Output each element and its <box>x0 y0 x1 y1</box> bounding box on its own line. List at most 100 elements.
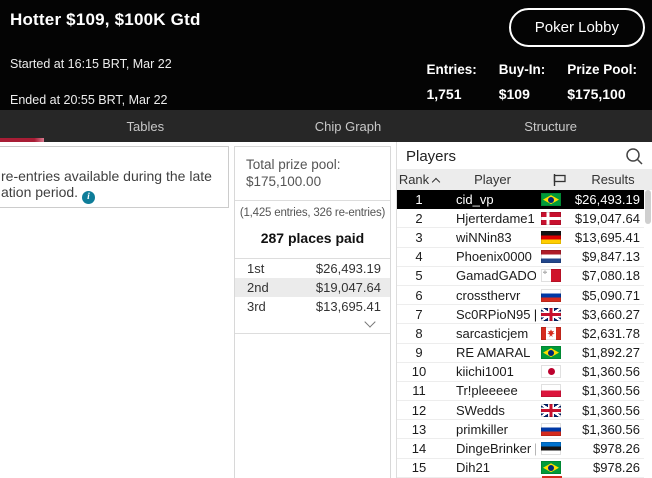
player-rank: 4 <box>415 249 423 265</box>
player-name: wiNNin83 <box>456 229 512 245</box>
players-table-header: Rank Player Results <box>397 169 652 190</box>
payout-amount: $13,695.41 <box>315 299 381 314</box>
tab-tables[interactable]: Tables <box>126 118 165 134</box>
column-header-results[interactable]: Results <box>574 172 652 187</box>
column-header-player[interactable]: Player <box>441 172 544 187</box>
tab-chip-graph[interactable]: Chip Graph <box>314 118 382 134</box>
country-flag-icon <box>541 422 561 436</box>
country-flag-icon <box>541 384 561 398</box>
player-rank: 9 <box>415 345 423 361</box>
player-rank: 2 <box>415 210 423 226</box>
player-result: $13,695.41 <box>574 229 640 245</box>
player-name: Dih21 <box>456 460 490 476</box>
player-rank: 7 <box>415 306 423 322</box>
player-name: RE AMARAL <box>456 345 531 361</box>
tab-bar: Tables Chip Graph Structure <box>0 110 652 142</box>
players-panel: Players Rank Player <box>396 142 652 478</box>
expand-payouts-button[interactable] <box>235 316 390 334</box>
player-row-2[interactable]: 2 Hjerterdame1 $19,047.64 <box>397 209 644 229</box>
player-rank: 1 <box>415 192 423 208</box>
prize-pool-panel: Total prize pool: $175,100.00 (1,425 ent… <box>234 146 391 478</box>
player-name: primkiller <box>456 421 508 437</box>
flag-icon <box>553 173 566 186</box>
payout-row-3: 3rd $13,695.41 <box>235 297 390 316</box>
search-icon <box>626 148 643 165</box>
player-row-9[interactable]: 9 RE AMARAL $1,892.27 <box>397 344 644 363</box>
column-header-rank[interactable]: Rank <box>397 172 441 187</box>
player-row-1[interactable]: 1 cid_vp $26,493.19 <box>397 190 644 210</box>
stat-entries: Entries: 1,751 <box>426 62 476 102</box>
ended-time: Ended at 20:55 BRT, Mar 22 <box>10 93 168 107</box>
player-result: $1,360.56 <box>582 421 640 437</box>
player-name: Sc0RPioN95 [2] <box>456 306 536 322</box>
player-row-15[interactable]: 15 Dih21 $978.26 <box>397 459 644 478</box>
player-result: $1,360.56 <box>582 364 640 380</box>
payout-row-1: 1st $26,493.19 <box>235 259 390 278</box>
country-flag-icon <box>541 250 561 264</box>
player-row-6[interactable]: 6 crossthervr $5,090.71 <box>397 286 644 306</box>
player-name: GamadGADOL <box>456 268 536 284</box>
player-row-11[interactable]: 11 Tr!pleeeee $1,360.56 <box>397 382 644 402</box>
info-card-line1: re-entries available during the late <box>1 168 212 184</box>
player-result: $19,047.64 <box>574 210 640 226</box>
rank-header-label: Rank <box>398 172 430 187</box>
tab-structure[interactable]: Structure <box>524 118 578 134</box>
player-result: $978.26 <box>593 441 640 457</box>
country-flag-icon <box>541 211 561 225</box>
total-prize-pool: Total prize pool: $175,100.00 <box>235 147 390 201</box>
stat-prizepool-value: $175,100 <box>567 86 626 102</box>
player-row-13[interactable]: 13 primkiller $1,360.56 <box>397 420 644 440</box>
player-row-14[interactable]: 14 DingeBrinker [2] $978.26 <box>397 439 644 459</box>
places-paid: 287 places paid <box>260 230 365 246</box>
player-row-5[interactable]: 5 GamadGADOL $7,080.18 <box>397 267 644 286</box>
player-name: cid_vp <box>456 192 494 208</box>
player-row-3[interactable]: 3 wiNNin83 $13,695.41 <box>397 228 644 248</box>
payout-place: 1st <box>247 261 265 276</box>
total-prize-pool-label: Total prize pool: <box>246 157 341 172</box>
country-flag-icon <box>541 403 561 417</box>
player-rank: 15 <box>411 460 427 476</box>
player-rank: 12 <box>411 402 427 418</box>
column-header-flag[interactable] <box>544 173 574 187</box>
player-result: $978.26 <box>593 460 640 476</box>
player-row-7[interactable]: 7 Sc0RPioN95 [2] $3,660.27 <box>397 305 644 325</box>
player-row-4[interactable]: 4 Phoenix0000 $9,847.13 <box>397 248 644 267</box>
re-entry-info-card: re-entries available during the late ati… <box>0 146 229 208</box>
player-name: DingeBrinker [2] <box>456 441 536 457</box>
player-header-label: Player <box>474 172 511 187</box>
player-row-10[interactable]: 10 kiichi1001 $1,360.56 <box>397 363 644 382</box>
sort-ascending-icon <box>431 177 441 186</box>
stat-entries-value: 1,751 <box>426 86 462 102</box>
country-flag-icon <box>541 193 561 207</box>
stat-prizepool: Prize Pool: $175,100 <box>567 62 637 102</box>
player-row-12[interactable]: 12 SWedds $1,360.56 <box>397 401 644 421</box>
country-flag-icon <box>541 326 561 340</box>
players-scrollbar-thumb[interactable] <box>645 190 651 224</box>
player-name: kiichi1001 <box>456 364 514 380</box>
stat-buyin-label: Buy-In: <box>498 62 546 77</box>
players-title: Players <box>406 148 457 165</box>
header-stats: Entries: 1,751 Buy-In: $109 Prize Pool: … <box>426 62 637 102</box>
poker-lobby-button[interactable]: Poker Lobby <box>508 8 645 47</box>
stat-prizepool-label: Prize Pool: <box>567 62 637 77</box>
started-time: Started at 16:15 BRT, Mar 22 <box>10 57 172 71</box>
country-flag-icon <box>541 346 561 360</box>
info-card-line2: ation period. <box>1 184 79 200</box>
country-flag-icon <box>541 307 561 321</box>
players-rows: 1 cid_vp $26,493.19 2 Hjerterdame1 $19,0… <box>397 190 644 478</box>
search-button[interactable] <box>625 147 644 166</box>
player-row-8[interactable]: 8 sarcasticjem $2,631.78 <box>397 324 644 344</box>
player-rank: 10 <box>411 364 427 380</box>
info-icon[interactable]: i <box>81 190 95 204</box>
payout-row-2: 2nd $19,047.64 <box>235 278 390 297</box>
players-title-row: Players <box>397 142 652 169</box>
player-name: crossthervr <box>456 287 521 303</box>
player-rank: 5 <box>415 268 423 284</box>
player-name: Tr!pleeeee <box>456 383 518 399</box>
results-header-label: Results <box>591 172 635 187</box>
tab-selected-offscreen[interactable] <box>0 110 44 142</box>
player-result: $26,493.19 <box>574 192 640 208</box>
entries-breakdown: (1,425 entries, 326 re-entries) <box>239 207 386 219</box>
country-flag-icon <box>541 288 561 302</box>
country-flag-icon <box>541 269 561 283</box>
